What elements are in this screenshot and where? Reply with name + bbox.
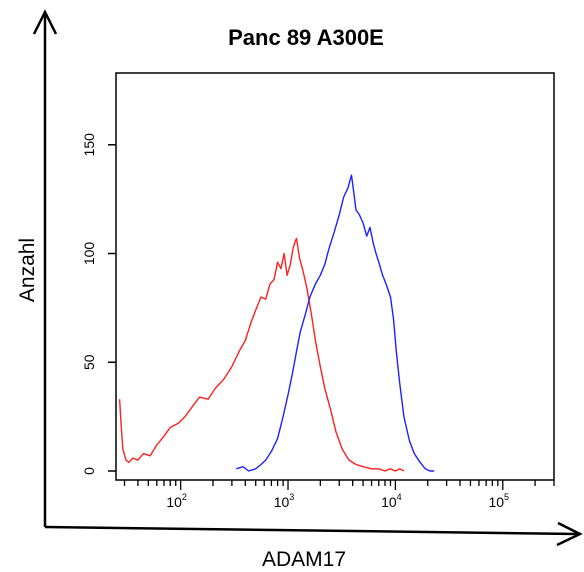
plot-frame xyxy=(115,72,555,481)
x-axis-label: ADAM17 xyxy=(262,548,346,571)
series-line-1 xyxy=(118,237,405,472)
x-tick-label: 105 xyxy=(488,492,509,510)
series-layer xyxy=(118,174,435,472)
y-tick-label: 50 xyxy=(81,354,97,370)
y-axis-ticks: 0 50 100 150 xyxy=(81,133,116,475)
y-axis-label: Anzahl xyxy=(16,238,39,302)
x-axis-ticks: 102 103 104 105 xyxy=(123,480,555,510)
y-tick-label: 150 xyxy=(81,133,97,157)
x-tick-label: 103 xyxy=(274,492,295,510)
x-tick-label: 104 xyxy=(381,492,402,510)
y-tick-label: 0 xyxy=(81,467,97,475)
x-arrow-shaft xyxy=(44,525,579,536)
series-line-2 xyxy=(236,174,435,472)
outer-axes-arrows xyxy=(32,9,583,547)
x-tick-label: 102 xyxy=(166,492,187,510)
y-arrow-head xyxy=(32,9,58,35)
chart-title: Panc 89 A300E xyxy=(228,25,384,50)
x-arrow-head xyxy=(556,521,583,547)
y-tick-label: 100 xyxy=(81,242,97,266)
